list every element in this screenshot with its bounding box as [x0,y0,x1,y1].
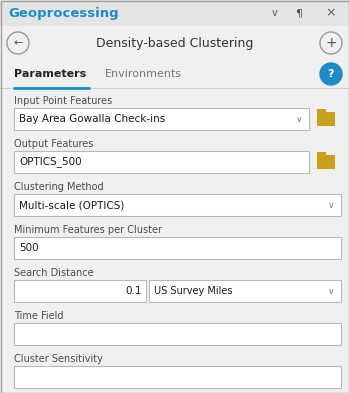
Text: v: v [297,114,301,123]
FancyBboxPatch shape [14,237,341,259]
Text: Clustering Method: Clustering Method [14,182,104,192]
Text: Multi-scale (OPTICS): Multi-scale (OPTICS) [19,200,124,210]
FancyBboxPatch shape [317,155,335,169]
FancyBboxPatch shape [317,109,326,113]
FancyBboxPatch shape [14,194,341,216]
Text: v: v [329,200,333,209]
Text: Density-based Clustering: Density-based Clustering [96,37,253,50]
Text: Time Field: Time Field [14,311,64,321]
Text: v: v [272,8,278,18]
FancyBboxPatch shape [0,26,349,60]
Text: Bay Area Gowalla Check-ins: Bay Area Gowalla Check-ins [19,114,165,124]
Circle shape [320,63,342,85]
FancyBboxPatch shape [14,323,341,345]
Text: 0.1: 0.1 [126,286,142,296]
Text: ←: ← [13,38,23,48]
Text: 500: 500 [19,243,39,253]
Text: Search Distance: Search Distance [14,268,94,278]
Text: +: + [325,36,337,50]
FancyBboxPatch shape [14,108,309,130]
FancyBboxPatch shape [14,280,146,302]
Text: v: v [329,286,333,296]
FancyBboxPatch shape [14,366,341,388]
FancyBboxPatch shape [149,280,341,302]
Text: US Survey Miles: US Survey Miles [154,286,232,296]
Text: Minimum Features per Cluster: Minimum Features per Cluster [14,225,162,235]
Text: ¶: ¶ [296,8,303,18]
FancyBboxPatch shape [317,152,326,156]
FancyBboxPatch shape [14,151,309,173]
FancyBboxPatch shape [0,0,349,26]
Text: Geoprocessing: Geoprocessing [8,7,119,20]
FancyBboxPatch shape [0,60,349,88]
Text: ×: × [326,7,336,20]
Text: Input Point Features: Input Point Features [14,96,112,106]
Text: Output Features: Output Features [14,139,94,149]
Text: Cluster Sensitivity: Cluster Sensitivity [14,354,103,364]
Text: Parameters: Parameters [14,69,86,79]
Text: OPTICS_500: OPTICS_500 [19,156,82,167]
FancyBboxPatch shape [317,112,335,126]
Text: ?: ? [328,69,334,79]
Text: Environments: Environments [105,69,182,79]
